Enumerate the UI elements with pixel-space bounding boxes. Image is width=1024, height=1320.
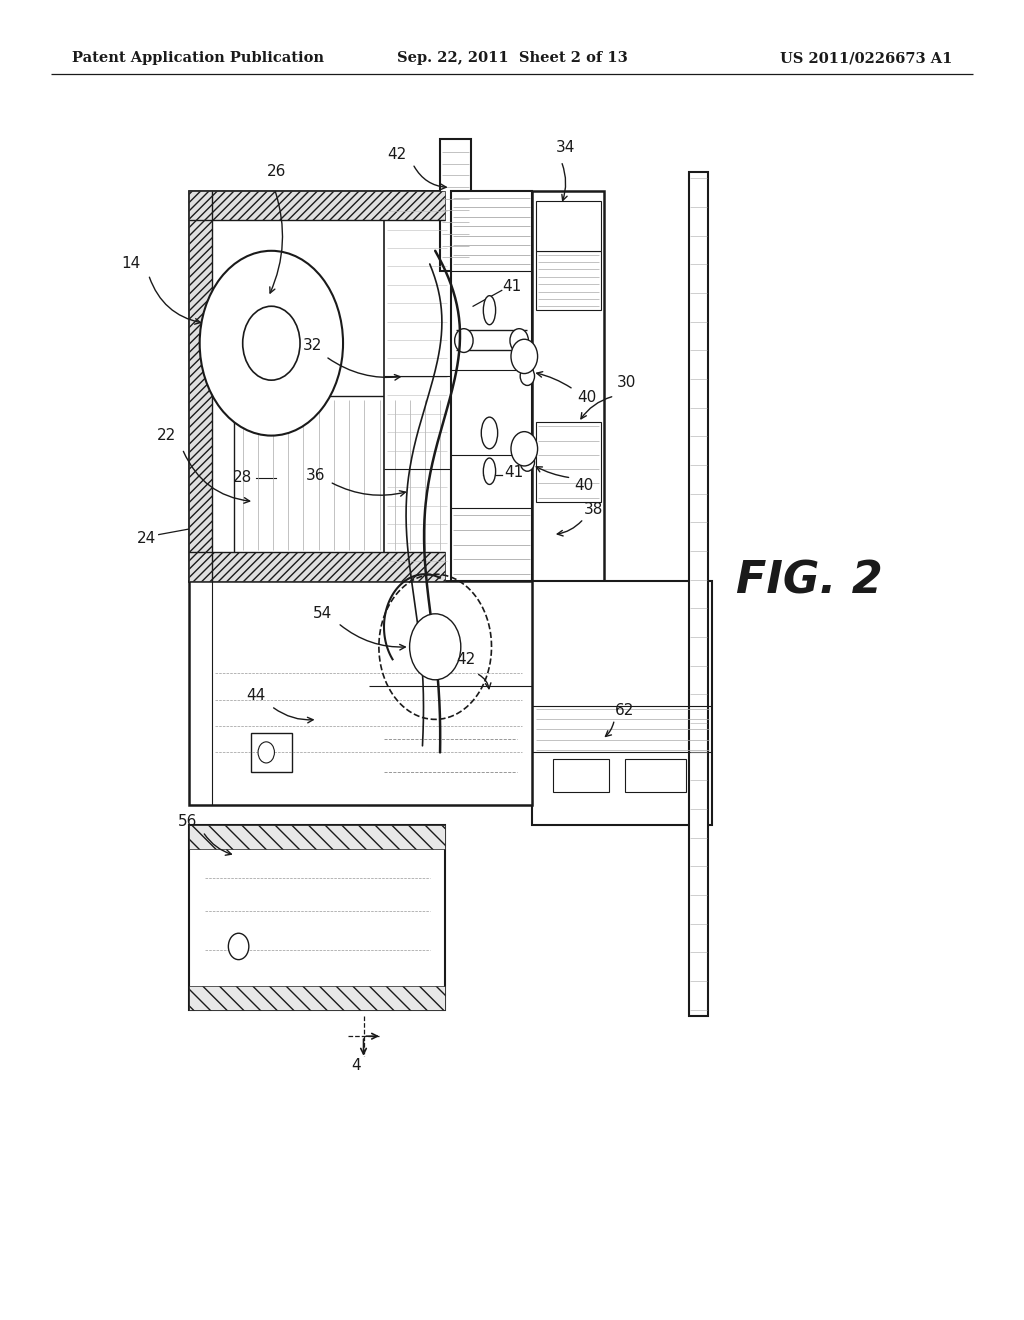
Circle shape [511, 339, 538, 374]
Bar [532, 581, 712, 825]
Bar [532, 191, 604, 581]
Text: 4: 4 [351, 1057, 361, 1073]
Text: Patent Application Publication: Patent Application Publication [72, 51, 324, 65]
Bar [189, 552, 445, 581]
Text: 24: 24 [137, 531, 156, 546]
Circle shape [228, 933, 249, 960]
Circle shape [243, 306, 300, 380]
Text: 40: 40 [578, 389, 596, 405]
Text: 30: 30 [617, 375, 636, 391]
Bar [536, 201, 601, 251]
Bar [189, 191, 445, 581]
Ellipse shape [481, 417, 498, 449]
Text: 28: 28 [233, 470, 252, 486]
Text: 22: 22 [158, 428, 176, 444]
Text: 41: 41 [505, 465, 523, 480]
Bar [689, 172, 708, 1016]
Text: 40: 40 [574, 478, 593, 494]
Ellipse shape [483, 296, 496, 325]
Bar [189, 986, 445, 1010]
Bar [553, 759, 609, 792]
Ellipse shape [483, 458, 496, 484]
Text: 42: 42 [388, 147, 407, 162]
Circle shape [520, 453, 535, 471]
Circle shape [455, 329, 473, 352]
Text: FIG. 2: FIG. 2 [735, 560, 883, 602]
Bar [234, 396, 445, 554]
Circle shape [511, 432, 538, 466]
Text: 34: 34 [556, 140, 574, 156]
Bar [251, 733, 292, 772]
Circle shape [200, 251, 343, 436]
Text: 62: 62 [615, 702, 634, 718]
Bar [440, 139, 471, 271]
Bar [189, 825, 445, 849]
Text: 44: 44 [247, 688, 265, 704]
Text: 26: 26 [267, 164, 286, 180]
Text: US 2011/0226673 A1: US 2011/0226673 A1 [780, 51, 952, 65]
Text: 36: 36 [305, 467, 326, 483]
Text: Sep. 22, 2011  Sheet 2 of 13: Sep. 22, 2011 Sheet 2 of 13 [396, 51, 628, 65]
Bar [189, 191, 212, 581]
Text: 32: 32 [303, 338, 322, 354]
Bar [451, 191, 532, 581]
Text: 38: 38 [585, 502, 603, 517]
Bar [536, 251, 601, 310]
Circle shape [520, 367, 535, 385]
Bar [625, 759, 686, 792]
Bar [369, 601, 532, 805]
Text: 54: 54 [313, 606, 332, 622]
Text: 14: 14 [122, 256, 140, 272]
Text: 56: 56 [178, 813, 197, 829]
Bar [536, 422, 601, 502]
Circle shape [510, 329, 528, 352]
Circle shape [258, 742, 274, 763]
Bar [189, 581, 532, 805]
Bar [189, 825, 445, 1010]
Text: 42: 42 [457, 652, 475, 668]
Bar [189, 191, 445, 220]
Bar [384, 191, 451, 581]
Circle shape [410, 614, 461, 680]
Text: 41: 41 [503, 279, 521, 294]
